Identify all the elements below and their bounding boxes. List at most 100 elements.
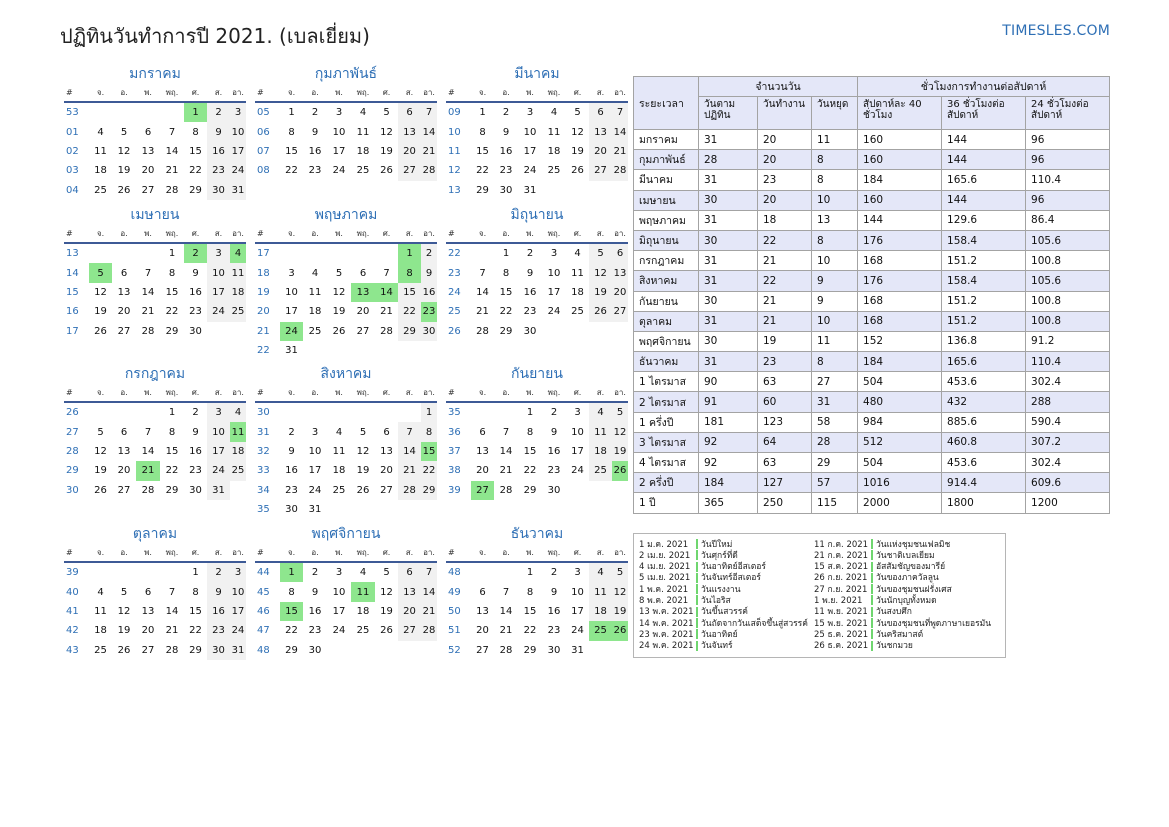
day-cell[interactable]: 22 [165,306,179,318]
day-cell[interactable]: 29 [285,644,298,656]
day-cell[interactable]: 1 [526,567,534,579]
day-cell[interactable]: 5 [335,267,343,279]
site-link[interactable]: TIMESLES.COM [1002,23,1110,39]
day-cell[interactable]: 16 [189,286,202,298]
day-cell[interactable]: 20 [476,625,489,637]
weekend-day-cell[interactable]: 17 [230,601,246,622]
weekend-day-cell[interactable]: 29 [398,321,421,341]
weekend-day-cell[interactable]: 12 [589,263,612,283]
day-cell[interactable]: 30 [547,644,561,656]
day-cell[interactable]: 6 [479,586,486,598]
day-cell[interactable]: 22 [476,165,489,177]
weekend-day-cell[interactable]: 31 [207,480,230,500]
day-cell[interactable]: 7 [144,267,152,279]
day-cell[interactable]: 11 [356,126,370,138]
day-cell[interactable]: 4 [550,107,558,119]
day-cell[interactable]: 10 [571,586,584,598]
day-cell[interactable]: 17 [285,306,298,318]
day-cell[interactable]: 29 [523,484,537,496]
weekend-day-cell[interactable]: 16 [421,282,437,303]
day-cell[interactable]: 1 [288,107,295,119]
day-cell[interactable]: 31 [285,345,298,357]
weekend-day-cell[interactable]: 24 [230,621,246,641]
weekend-day-cell[interactable]: 4 [589,562,612,583]
day-cell[interactable]: 3 [574,567,581,579]
weekend-day-cell[interactable]: 27 [398,161,421,181]
day-cell[interactable]: 15 [499,286,513,298]
day-cell[interactable]: 19 [94,465,107,477]
day-cell[interactable]: 30 [308,644,322,656]
day-cell[interactable]: 8 [288,586,295,598]
day-cell[interactable]: 12 [94,445,107,457]
day-cell[interactable]: 12 [380,126,393,138]
day-cell[interactable]: 16 [547,445,561,457]
day-cell[interactable]: 9 [550,426,558,438]
weekend-day-cell[interactable]: 5 [612,402,628,423]
holiday-day-cell[interactable]: 13 [351,282,375,303]
holiday-day-cell[interactable]: 23 [421,302,437,322]
day-cell[interactable]: 18 [356,145,370,157]
holiday-day-cell[interactable]: 8 [398,263,421,283]
day-cell[interactable]: 27 [141,644,155,656]
weekend-day-cell[interactable]: 7 [421,562,437,583]
day-cell[interactable]: 9 [526,267,534,279]
day-cell[interactable]: 11 [308,286,322,298]
day-cell[interactable]: 13 [141,145,155,157]
weekend-day-cell[interactable]: 4 [589,402,612,423]
day-cell[interactable]: 20 [117,465,131,477]
day-cell[interactable]: 15 [476,145,489,157]
weekend-day-cell[interactable]: 19 [589,282,612,303]
day-cell[interactable]: 3 [335,567,343,579]
holiday-day-cell[interactable]: 27 [471,480,494,500]
day-cell[interactable]: 2 [550,407,558,419]
day-cell[interactable]: 28 [141,484,155,496]
weekend-day-cell[interactable]: 31 [230,180,246,200]
day-cell[interactable]: 28 [141,325,155,337]
day-cell[interactable]: 15 [285,145,298,157]
weekend-day-cell[interactable]: 18 [589,441,612,462]
day-cell[interactable]: 11 [94,145,107,157]
day-cell[interactable]: 17 [571,445,584,457]
day-cell[interactable]: 1 [168,248,176,260]
day-cell[interactable]: 3 [311,426,319,438]
day-cell[interactable]: 16 [285,465,298,477]
day-cell[interactable]: 15 [189,145,202,157]
weekend-day-cell[interactable]: 14 [421,122,437,142]
day-cell[interactable]: 4 [335,426,343,438]
day-cell[interactable]: 25 [547,165,561,177]
day-cell[interactable]: 10 [332,586,346,598]
weekend-day-cell[interactable]: 28 [398,480,421,500]
day-cell[interactable]: 5 [120,586,128,598]
day-cell[interactable]: 2 [550,567,558,579]
day-cell[interactable]: 21 [476,306,489,318]
day-cell[interactable]: 15 [523,605,537,617]
day-cell[interactable]: 4 [359,107,367,119]
day-cell[interactable]: 12 [356,445,370,457]
weekend-day-cell[interactable]: 3 [207,402,230,423]
weekend-day-cell[interactable]: 6 [612,243,628,264]
day-cell[interactable]: 23 [189,465,202,477]
day-cell[interactable]: 9 [288,445,295,457]
day-cell[interactable]: 13 [117,286,131,298]
day-cell[interactable]: 13 [117,445,131,457]
weekend-day-cell[interactable]: 14 [421,582,437,602]
day-cell[interactable]: 1 [502,248,510,260]
day-cell[interactable]: 25 [356,165,370,177]
day-cell[interactable]: 26 [94,484,107,496]
day-cell[interactable]: 3 [574,407,581,419]
holiday-day-cell[interactable]: 24 [280,321,303,341]
day-cell[interactable]: 19 [332,306,346,318]
day-cell[interactable]: 23 [499,165,513,177]
weekend-day-cell[interactable]: 25 [230,302,246,322]
day-cell[interactable]: 29 [189,644,202,656]
weekend-day-cell[interactable]: 29 [421,480,437,500]
day-cell[interactable]: 15 [165,286,179,298]
day-cell[interactable]: 24 [571,465,584,477]
day-cell[interactable]: 10 [571,426,584,438]
day-cell[interactable]: 7 [144,426,152,438]
weekend-day-cell[interactable]: 18 [230,441,246,462]
day-cell[interactable]: 17 [332,605,346,617]
day-cell[interactable]: 18 [332,465,346,477]
day-cell[interactable]: 5 [383,107,390,119]
day-cell[interactable]: 2 [526,248,534,260]
